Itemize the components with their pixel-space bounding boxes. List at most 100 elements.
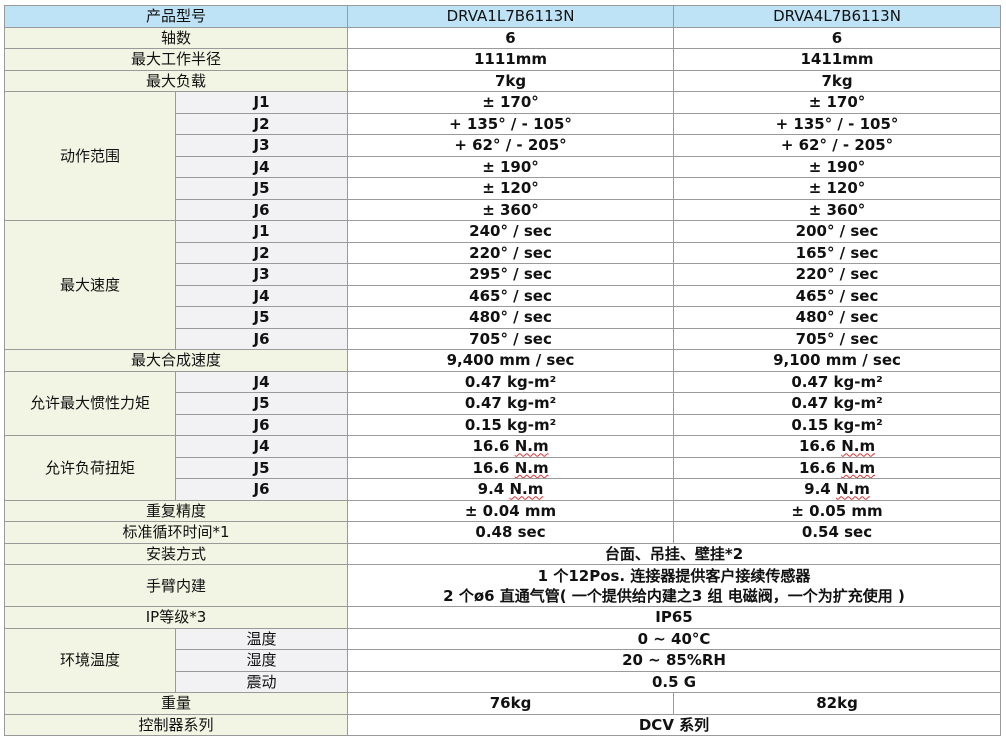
spec-value: 0.47 kg-m² xyxy=(347,392,675,415)
spec-row: 震动 0.5 G xyxy=(5,670,1002,693)
spec-label: 重量 xyxy=(3,692,349,715)
spec-value: IP65 xyxy=(347,606,1002,629)
spec-label: 标准循环时间*1 xyxy=(3,521,349,544)
sub-label: J1 xyxy=(174,220,349,243)
spec-value: 20 ~ 85%RH xyxy=(347,649,1002,672)
group-label: 环境温度 xyxy=(4,627,176,693)
sub-label: J6 xyxy=(174,327,349,350)
spec-value: ± 0.05 mm xyxy=(673,499,1002,522)
spec-value: 240° / sec xyxy=(347,220,675,243)
spec-value: ± 120° xyxy=(347,177,675,200)
group-label: 允许最大惯性力矩 xyxy=(4,370,176,436)
spec-value: + 135° / - 105° xyxy=(673,112,1002,135)
spec-row: 湿度 20 ~ 85%RH xyxy=(5,649,1002,672)
sub-label: J5 xyxy=(174,306,349,329)
sub-label: J4 xyxy=(174,370,349,393)
spec-value: 9,100 mm / sec xyxy=(673,349,1002,372)
spec-value: 0.15 kg-m² xyxy=(673,413,1002,436)
sub-label: J2 xyxy=(174,112,349,135)
spec-label: 手臂内建 xyxy=(3,564,349,607)
spec-row: J5 480° / sec 480° / sec xyxy=(5,306,1002,329)
spec-value: 7kg xyxy=(347,69,675,92)
spec-row: J6 ± 360° ± 360° xyxy=(5,198,1002,221)
spec-value: ± 190° xyxy=(347,155,675,178)
spec-value: 9,400 mm / sec xyxy=(347,349,675,372)
arm-line: 1 个12Pos. 连接器提供客户接续传感器 xyxy=(537,566,811,585)
arm-line: 2 个ø6 直通气管( 一个提供给内建之3 组 电磁阀，一个为扩充使用 ) xyxy=(443,586,905,605)
unit-text: N.m xyxy=(509,480,544,499)
spec-row: J6 705° / sec 705° / sec xyxy=(5,327,1002,350)
spec-row: IP等级*3 IP65 xyxy=(3,606,1002,629)
spec-row: 控制器系列 DCV 系列 xyxy=(3,713,1002,736)
spec-value: 0.47 kg-m² xyxy=(347,370,675,393)
spec-value: + 62° / - 205° xyxy=(673,134,1002,157)
spec-value: ± 360° xyxy=(673,198,1002,221)
spec-value: 1411mm xyxy=(673,48,1002,71)
spec-value: 705° / sec xyxy=(347,327,675,350)
spec-value: ± 170° xyxy=(673,91,1002,114)
spec-value: 9.4 N.m xyxy=(347,478,675,501)
sub-label: J5 xyxy=(174,456,349,479)
spec-row: 最大负载 7kg 7kg xyxy=(3,69,1002,92)
spec-value: 6 xyxy=(347,26,675,49)
model-name: DRVA1L7B6113N xyxy=(347,5,675,28)
spec-value: 480° / sec xyxy=(347,306,675,329)
spec-row: 允许负荷扭矩 J4 16.6 N.m 16.6 N.m xyxy=(4,435,1002,501)
spec-row: 标准循环时间*1 0.48 sec 0.54 sec xyxy=(3,521,1002,544)
group-label: 最大速度 xyxy=(4,220,176,350)
spec-label: 最大合成速度 xyxy=(3,349,349,372)
spec-label: 安装方式 xyxy=(3,542,349,565)
spec-value: 465° / sec xyxy=(347,284,675,307)
spec-value: 76kg xyxy=(347,692,675,715)
sub-label: J6 xyxy=(174,478,349,501)
sub-label: J3 xyxy=(174,134,349,157)
spec-value: 480° / sec xyxy=(673,306,1002,329)
spec-value: 0.5 G xyxy=(347,670,1002,693)
sub-label: J5 xyxy=(174,392,349,415)
sub-label: J4 xyxy=(174,155,349,178)
sub-label: J6 xyxy=(174,413,349,436)
sub-label: J6 xyxy=(174,198,349,221)
spec-value: 0 ~ 40°C xyxy=(347,627,1002,650)
spec-value: ± 360° xyxy=(347,198,675,221)
spec-row: 动作范围 J1 ± 170° ± 170° xyxy=(4,91,1002,221)
sub-label: J5 xyxy=(174,177,349,200)
spec-row: 允许最大惯性力矩 J4 0.47 kg-m² 0.47 kg-m² xyxy=(4,370,1002,436)
spec-value: 200° / sec xyxy=(673,220,1002,243)
spec-value: 82kg xyxy=(673,692,1002,715)
spec-value: 165° / sec xyxy=(673,241,1002,264)
sub-label: 震动 xyxy=(174,670,349,693)
sub-label: J4 xyxy=(174,284,349,307)
spec-row: 手臂内建 1 个12Pos. 连接器提供客户接续传感器 2 个ø6 直通气管( 一个… xyxy=(3,564,1002,607)
group-label: 允许负荷扭矩 xyxy=(4,435,176,501)
header-row: 产品型号 DRVA1L7B6113N DRVA4L7B6113N xyxy=(3,5,1002,28)
unit-text: N.m xyxy=(514,458,549,477)
spec-row: J3 + 62° / - 205° + 62° / - 205° xyxy=(5,134,1002,157)
spec-value: 16.6 N.m xyxy=(673,435,1002,458)
unit-text: N.m xyxy=(841,437,876,456)
spec-table: 产品型号 DRVA1L7B6113N DRVA4L7B6113N 轴数 6 6 最大工作半径… xyxy=(3,5,1002,736)
spec-value: 16.6 N.m xyxy=(347,435,675,458)
spec-row: J5 0.47 kg-m² 0.47 kg-m² xyxy=(5,392,1002,415)
spec-row: 重量 76kg 82kg xyxy=(3,692,1002,715)
spec-row: 安装方式 台面、吊挂、壁挂*2 xyxy=(3,542,1002,565)
spec-value: 0.48 sec xyxy=(347,521,675,544)
spec-row: 最大合成速度 9,400 mm / sec 9,100 mm / sec xyxy=(3,349,1002,372)
sub-label: 湿度 xyxy=(174,649,349,672)
sub-label: J2 xyxy=(174,241,349,264)
spec-label: 最大负载 xyxy=(3,69,349,92)
spec-label: 重复精度 xyxy=(3,499,349,522)
spec-value: 0.15 kg-m² xyxy=(347,413,675,436)
spec-value: ± 190° xyxy=(673,155,1002,178)
spec-row: J5 ± 120° ± 120° xyxy=(5,177,1002,200)
spec-value: 1 个12Pos. 连接器提供客户接续传感器 2 个ø6 直通气管( 一个提供给内… xyxy=(347,564,1002,607)
spec-value: + 135° / - 105° xyxy=(347,112,675,135)
spec-value: 0.47 kg-m² xyxy=(673,370,1002,393)
spec-label: 轴数 xyxy=(3,26,349,49)
spec-row: J2 220° / sec 165° / sec xyxy=(5,241,1002,264)
spec-label: IP等级*3 xyxy=(3,606,349,629)
spec-label: 最大工作半径 xyxy=(3,48,349,71)
spec-value: 705° / sec xyxy=(673,327,1002,350)
spec-value: 16.6 N.m xyxy=(673,456,1002,479)
spec-value: 0.47 kg-m² xyxy=(673,392,1002,415)
